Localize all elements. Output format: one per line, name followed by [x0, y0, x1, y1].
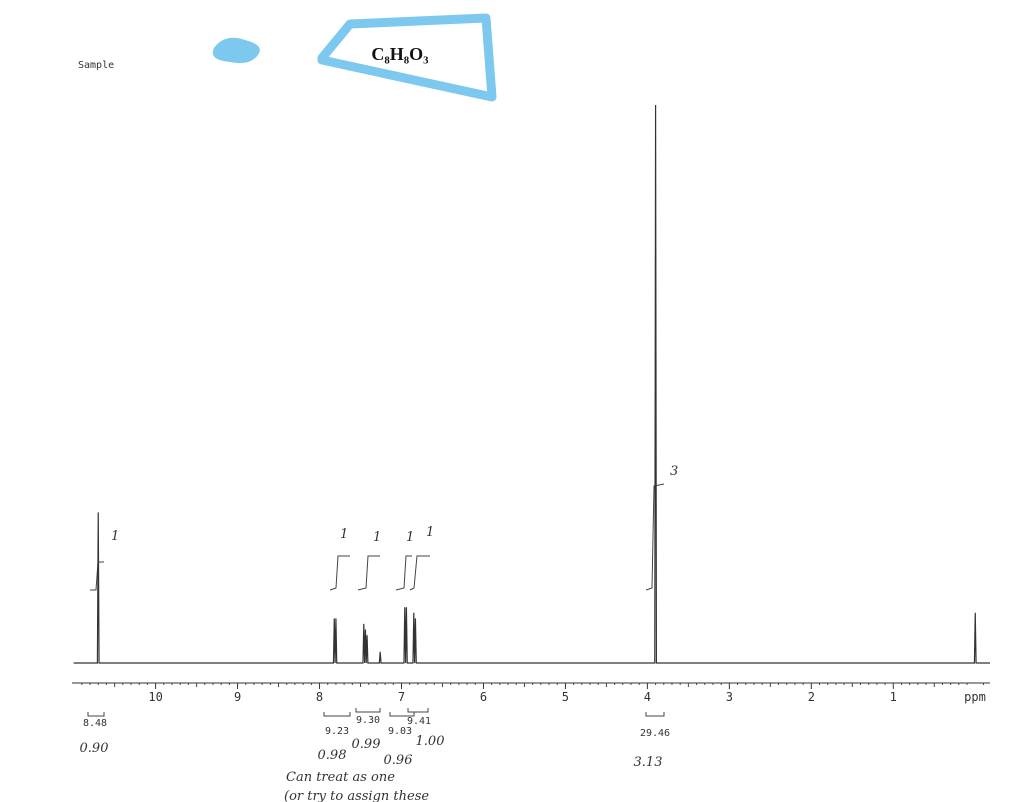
- note-line: Can treat as one: [286, 770, 395, 785]
- x-tick-label: 2: [808, 690, 815, 704]
- integral-note: 0.96: [384, 753, 413, 768]
- x-tick-label: 6: [480, 690, 487, 704]
- peak-count: 3: [670, 464, 678, 479]
- integral-note: 0.90: [80, 741, 109, 756]
- x-tick-label: 8: [316, 690, 323, 704]
- x-tick-label: 5: [562, 690, 569, 704]
- integral-note: 1.00: [416, 734, 445, 749]
- x-tick-label: 1: [890, 690, 897, 704]
- integral-note: 3.13: [634, 755, 663, 770]
- integral-label: 9.30: [356, 715, 380, 726]
- x-tick-label: 9: [234, 690, 241, 704]
- redaction-blob: [212, 37, 260, 64]
- integral-label: 9.23: [325, 726, 349, 737]
- x-tick-label: 3: [726, 690, 733, 704]
- x-tick-label: 10: [148, 690, 162, 704]
- peak-count: 1: [111, 529, 119, 544]
- sample-label: Sample: [78, 60, 114, 71]
- spectrum-line: [73, 104, 990, 664]
- peak-count: 1: [426, 525, 434, 540]
- x-axis-label: ppm: [964, 690, 986, 704]
- note-line: (or try to assign these: [284, 789, 429, 802]
- peak-count: 1: [373, 530, 381, 545]
- integral-note: 0.99: [352, 737, 381, 752]
- integral-label: 8.48: [83, 718, 107, 729]
- integral-brackets: [87, 708, 665, 717]
- formula: C₈H₈O₃: [371, 44, 429, 64]
- formula-box: [317, 13, 497, 102]
- integral-label: 9.03: [388, 726, 412, 737]
- integral-note: 0.98: [318, 748, 347, 763]
- x-tick-label: 4: [644, 690, 651, 704]
- integral-curves: [90, 483, 665, 591]
- integral-label: 9.41: [407, 716, 431, 727]
- x-tick-label: 7: [398, 690, 405, 704]
- peak-count: 1: [340, 527, 348, 542]
- peak-count: 1: [406, 530, 414, 545]
- integral-label: 29.46: [640, 728, 670, 739]
